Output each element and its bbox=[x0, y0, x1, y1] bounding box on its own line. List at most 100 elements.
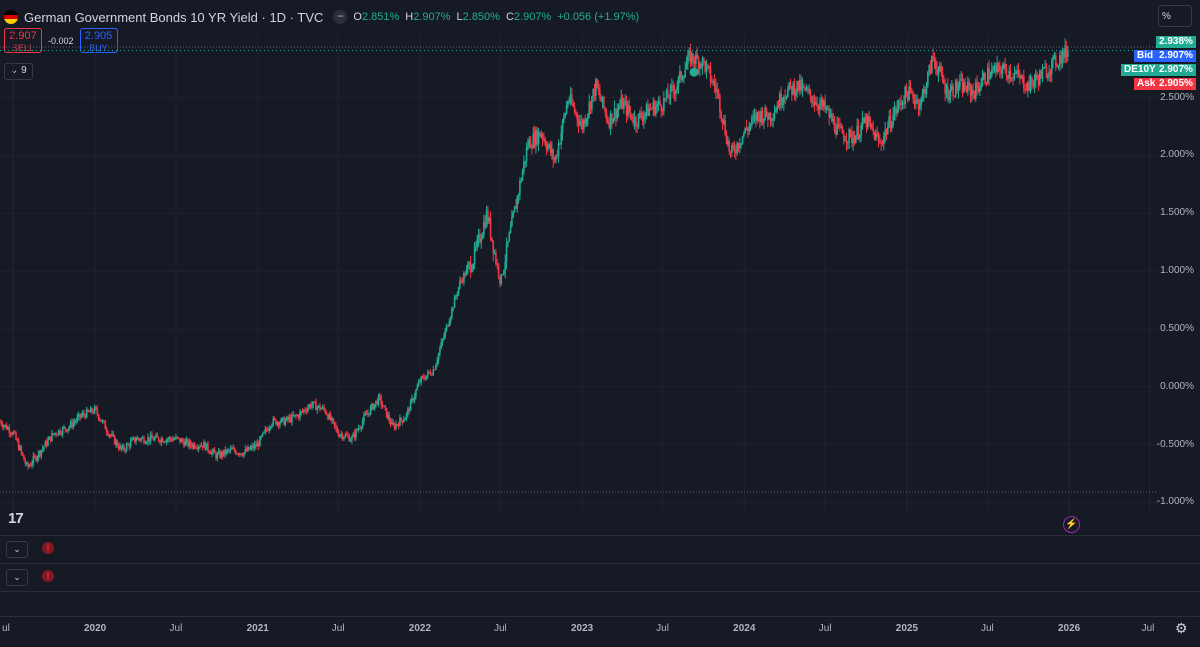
candle-body bbox=[148, 437, 151, 442]
candle-body bbox=[912, 92, 914, 99]
indicators-toggle[interactable]: ⌄ 9 bbox=[4, 63, 33, 80]
gear-icon[interactable]: ⚙ bbox=[1175, 620, 1188, 636]
minus-icon[interactable]: − bbox=[333, 10, 348, 24]
candle-body bbox=[904, 86, 906, 105]
candle-body bbox=[69, 421, 72, 427]
candle-body bbox=[111, 434, 113, 436]
candle-body bbox=[856, 125, 858, 136]
candle-body bbox=[572, 103, 575, 107]
pane-divider[interactable] bbox=[0, 535, 1200, 536]
candle-body bbox=[501, 274, 504, 276]
candle-body bbox=[205, 443, 208, 451]
pane-divider[interactable] bbox=[0, 591, 1200, 592]
tradingview-logo[interactable]: 17 bbox=[8, 510, 24, 527]
time-axis[interactable]: ul 2020 Jul 2021 Jul 2022 Jul 2023 Jul 2024 Jul 202… bbox=[0, 617, 1200, 647]
candle-body bbox=[119, 445, 121, 449]
chevron-down-icon[interactable]: ⌄ bbox=[6, 541, 28, 558]
candle-body bbox=[392, 421, 395, 425]
candle-body bbox=[995, 66, 997, 73]
candle-body bbox=[311, 404, 313, 408]
candle-body bbox=[548, 144, 551, 147]
symbol-title[interactable]: German Government Bonds 10 YR Yield · 1D… bbox=[24, 9, 324, 25]
candle-body bbox=[991, 69, 993, 77]
candle-body bbox=[427, 371, 429, 376]
candle-body bbox=[185, 439, 188, 442]
candle-body bbox=[19, 446, 21, 450]
candle-body bbox=[567, 101, 569, 106]
candle-body bbox=[688, 51, 691, 55]
candle-body bbox=[333, 421, 336, 426]
candle-body bbox=[465, 268, 468, 276]
candle-body bbox=[956, 80, 958, 91]
candle-body bbox=[777, 105, 780, 108]
candle-body bbox=[1027, 82, 1029, 91]
candle-body bbox=[307, 407, 309, 412]
time-tick-label: 2024 bbox=[733, 623, 756, 634]
candle-body bbox=[1040, 70, 1042, 79]
candle-body bbox=[684, 69, 687, 78]
candle-body bbox=[585, 118, 588, 125]
candle-body bbox=[0, 421, 3, 425]
candle-body bbox=[12, 431, 15, 435]
candle-body bbox=[377, 395, 380, 405]
price-chart[interactable] bbox=[0, 34, 1158, 514]
candle-body bbox=[405, 413, 408, 419]
candle-body bbox=[781, 103, 784, 105]
candle-body bbox=[143, 437, 145, 443]
candle-body bbox=[975, 82, 977, 99]
candle-body bbox=[897, 101, 900, 108]
candle-body bbox=[481, 234, 484, 239]
candle-body bbox=[471, 269, 473, 272]
candle-body bbox=[155, 435, 157, 438]
candle-body bbox=[464, 273, 467, 276]
candle-body bbox=[420, 376, 423, 382]
candle-body bbox=[181, 439, 184, 442]
price-scale-unit[interactable]: % bbox=[1158, 5, 1192, 27]
candle-body bbox=[52, 433, 55, 435]
candle-body bbox=[713, 80, 716, 87]
candle-body bbox=[280, 418, 283, 423]
candle-body bbox=[712, 80, 714, 83]
candle-body bbox=[24, 460, 27, 464]
candle-body bbox=[908, 86, 910, 101]
candle-body bbox=[941, 71, 944, 80]
candle-body bbox=[293, 414, 296, 417]
candle-body bbox=[780, 93, 782, 105]
candle-body bbox=[837, 124, 840, 126]
candle-body bbox=[577, 119, 580, 126]
candle-body bbox=[1025, 89, 1028, 91]
lightning-icon[interactable]: ⚡ bbox=[1063, 516, 1080, 533]
candle-body bbox=[76, 416, 79, 421]
candle-body bbox=[40, 450, 43, 456]
candle-body bbox=[644, 112, 647, 117]
candle-body bbox=[61, 427, 64, 435]
candle-body bbox=[672, 85, 675, 91]
candle-body bbox=[235, 451, 237, 455]
chevron-down-icon[interactable]: ⌄ bbox=[6, 569, 28, 586]
candle-body bbox=[145, 442, 148, 444]
candle-body bbox=[1045, 67, 1048, 78]
candle-body bbox=[933, 57, 936, 62]
candle-body bbox=[612, 118, 615, 124]
alert-icon[interactable]: ! bbox=[42, 570, 54, 582]
pane-divider[interactable] bbox=[0, 563, 1200, 564]
candle-body bbox=[679, 71, 681, 77]
buy-button[interactable]: 2.905 BUY bbox=[79, 28, 118, 53]
candle-body bbox=[191, 445, 193, 448]
candle-body bbox=[287, 416, 289, 420]
candle-body bbox=[817, 106, 820, 110]
candle-body bbox=[865, 117, 868, 128]
candle-body bbox=[27, 462, 29, 467]
sell-button[interactable]: 2.907 SELL bbox=[4, 28, 42, 53]
candle-body bbox=[356, 429, 359, 431]
candle-body bbox=[132, 437, 135, 439]
alert-icon[interactable]: ! bbox=[42, 542, 54, 554]
candle-body bbox=[161, 438, 164, 443]
candle-body bbox=[451, 308, 453, 318]
candle-body bbox=[591, 96, 593, 110]
candle-body bbox=[899, 101, 901, 103]
candle-body bbox=[521, 170, 524, 181]
candle-body bbox=[776, 105, 778, 111]
candle-body bbox=[425, 375, 428, 380]
candle-body bbox=[68, 426, 71, 429]
